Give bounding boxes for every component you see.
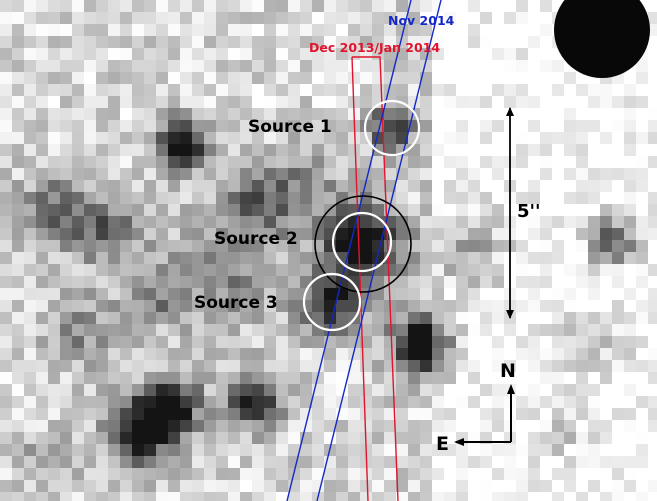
source-2-outer-circle xyxy=(314,195,412,293)
slit-dec-label: Dec 2013/Jan 2014 xyxy=(309,40,440,55)
compass: N E xyxy=(436,360,516,455)
slit-nov2014 xyxy=(286,0,442,501)
source-1-circle xyxy=(363,99,421,157)
bright-star-blob xyxy=(554,0,650,78)
compass-north-label: N xyxy=(500,360,516,382)
slit-dec2013 xyxy=(351,56,399,501)
source-2-circle xyxy=(331,211,393,273)
source-3-circle xyxy=(302,272,362,332)
north-arrow-icon xyxy=(507,384,515,394)
east-arrow-icon xyxy=(454,438,464,446)
compass-east-label: E xyxy=(436,433,449,455)
source-1-label: Source 1 xyxy=(248,117,332,137)
scale-label: 5'' xyxy=(517,201,541,222)
source-3-label: Source 3 xyxy=(194,293,278,313)
slit-nov-label: Nov 2014 xyxy=(388,13,455,28)
scale-bar: 5'' xyxy=(506,107,541,319)
source-2-label: Source 2 xyxy=(214,229,298,249)
